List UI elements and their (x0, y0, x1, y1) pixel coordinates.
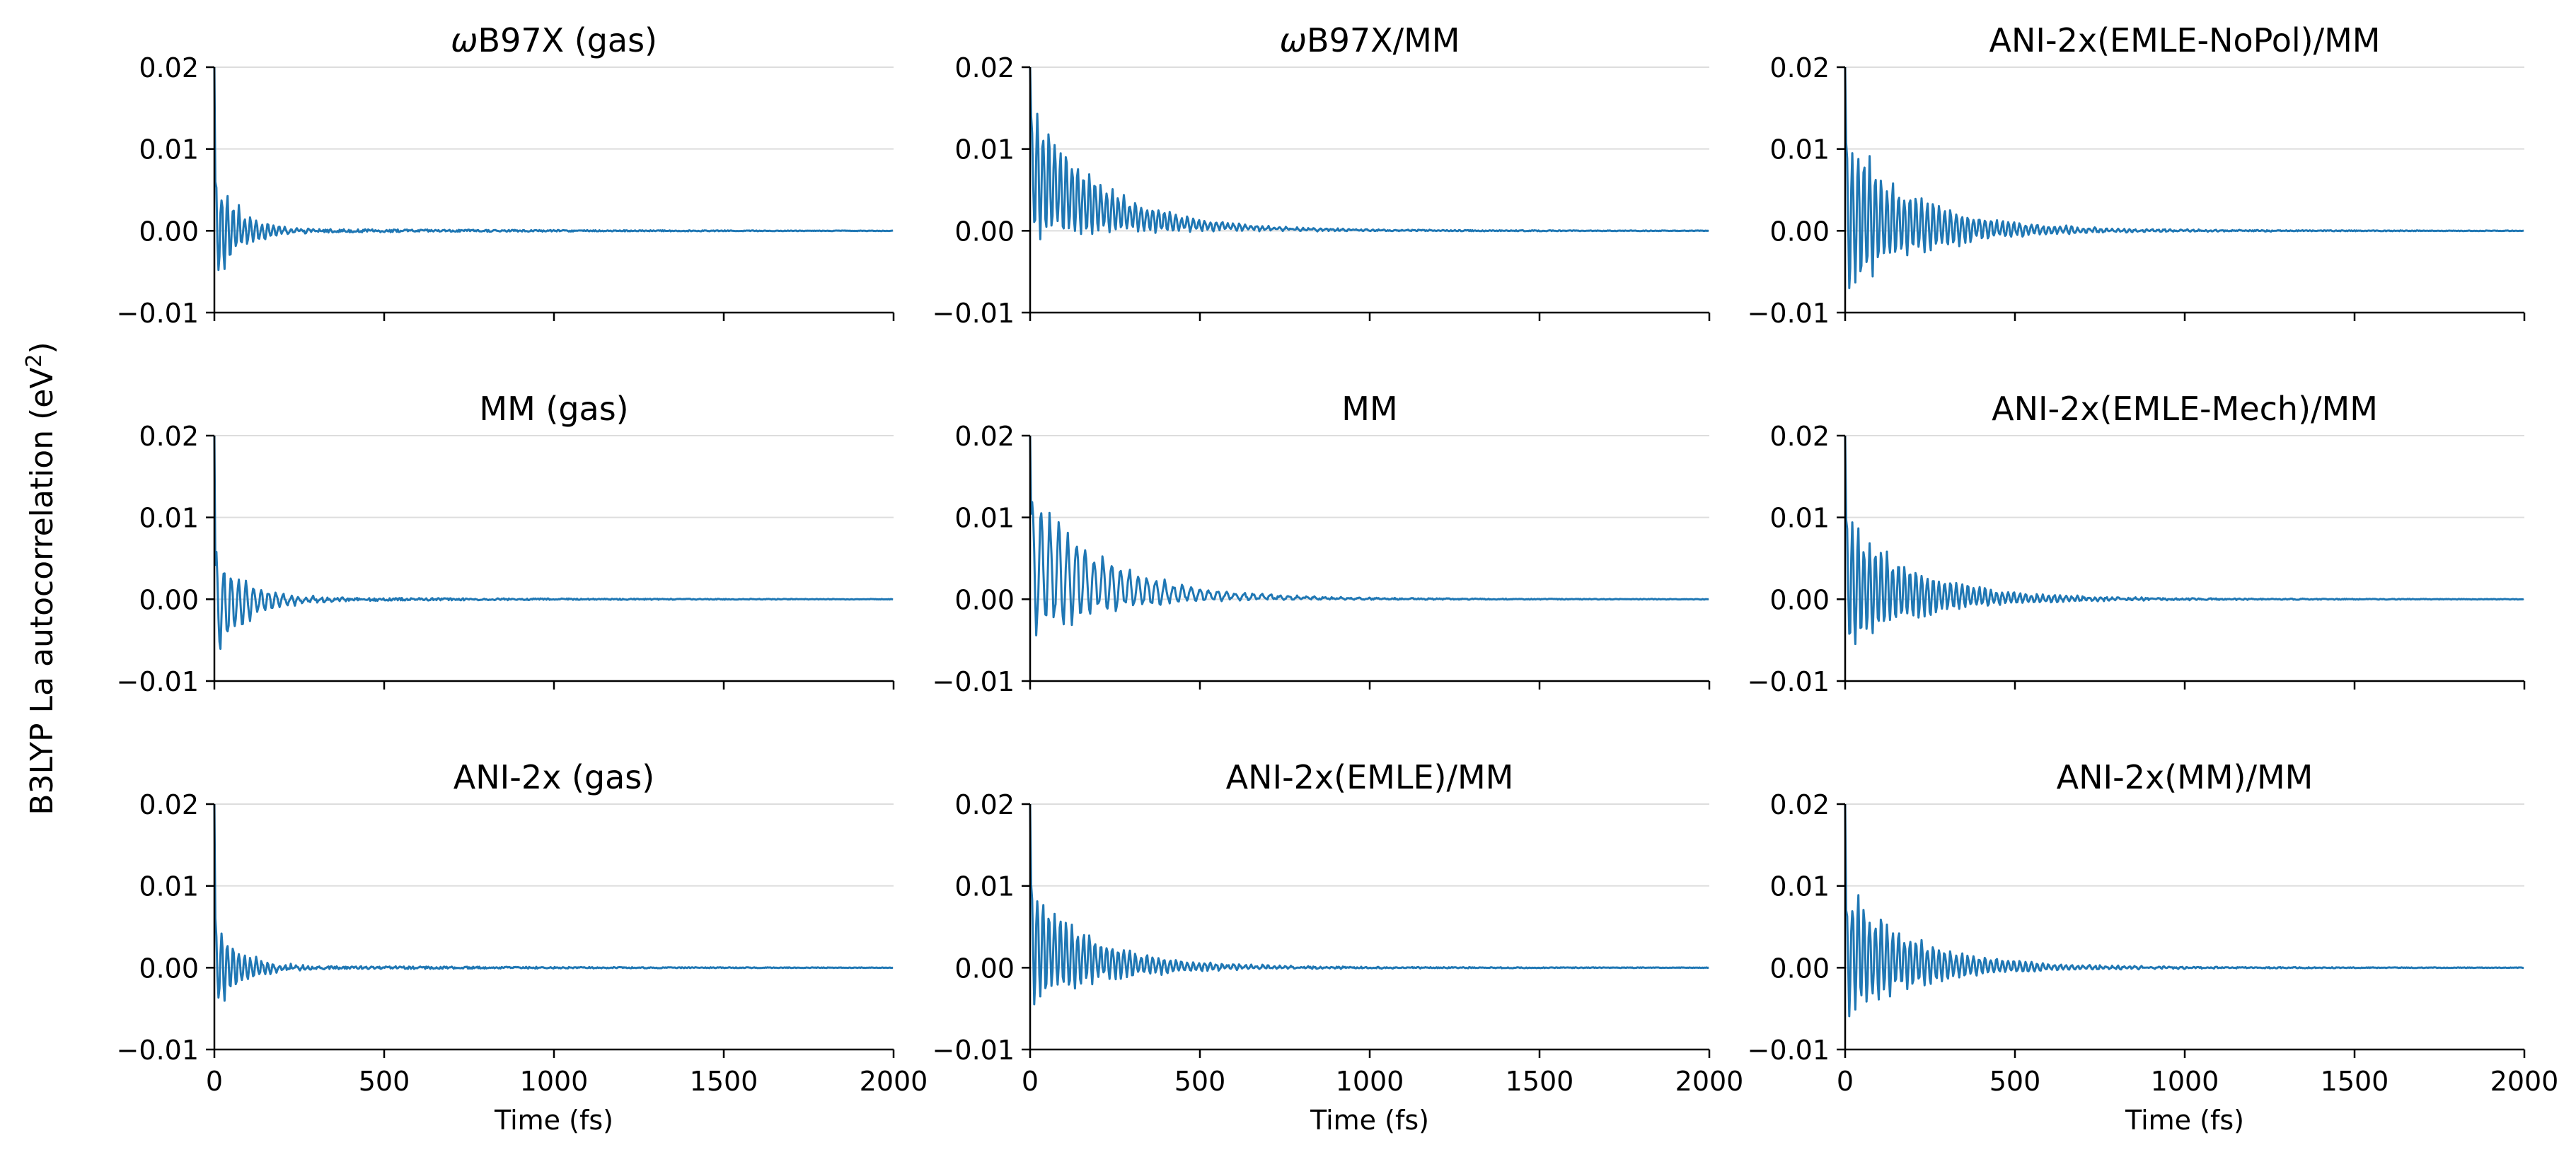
subplot-9: 0.02 0.01 0.00 −0.010 500 1000 1500 2000 Time (f… (1748, 758, 2559, 1136)
x-axis-label: Time (fs) (2125, 1105, 2244, 1136)
y-tick-label: 0.00 (954, 584, 1015, 615)
y-tick-label: −0.01 (117, 1035, 199, 1066)
y-tick-label: 0.02 (139, 421, 199, 452)
subplot-8: 0.02 0.01 0.00 −0.010 500 1000 1500 2000 Time (f… (932, 758, 1744, 1136)
y-tick-label: −0.01 (932, 666, 1015, 697)
y-tick-label: −0.01 (932, 298, 1015, 329)
series-line (1029, 66, 1709, 240)
y-tick-label: 0.02 (1769, 52, 1830, 83)
x-tick-label: 1000 (1336, 1066, 1404, 1097)
x-tick-label: 2000 (860, 1066, 928, 1097)
series-line (1029, 435, 1709, 636)
y-tick-label: 0.01 (139, 871, 199, 902)
y-tick-label: 0.01 (954, 503, 1015, 534)
y-tick-label: −0.01 (1748, 1035, 1830, 1066)
subplot-4: 0.02 0.01 0.00 −0.01 MM (gas) (117, 390, 895, 697)
x-tick-label: 500 (1989, 1066, 2041, 1097)
x-tick-label: 0 (1837, 1066, 1854, 1097)
y-tick-label: 0.00 (954, 216, 1015, 247)
y-tick-label: 0.01 (954, 871, 1015, 902)
y-tick-label: −0.01 (1748, 298, 1830, 329)
x-axis-label: Time (fs) (1310, 1105, 1429, 1136)
y-tick-label: 0.02 (954, 52, 1015, 83)
y-tick-label: −0.01 (1748, 666, 1830, 697)
x-tick-label: 1000 (520, 1066, 589, 1097)
subplot-1: 0.02 0.01 0.00 −0.01 ωB97X (gas) (117, 21, 895, 329)
x-tick-label: 500 (1174, 1066, 1226, 1097)
x-tick-label: 500 (359, 1066, 410, 1097)
subplot-title: ANI-2x (gas) (454, 758, 654, 796)
subplot-title: ANI-2x(EMLE-NoPol)/MM (1989, 21, 2381, 59)
y-tick-label: 0.00 (139, 584, 199, 615)
subplot-title: ωB97X (gas) (451, 21, 657, 59)
series-line (1844, 435, 2524, 646)
subplot-2: 0.02 0.01 0.00 −0.01 ωB97X/MM (932, 21, 1711, 329)
y-tick-label: 0.02 (1769, 421, 1830, 452)
y-tick-label: 0.02 (139, 52, 199, 83)
series-line (1844, 803, 2524, 1018)
y-tick-label: 0.00 (139, 216, 199, 247)
x-tick-label: 1500 (2321, 1066, 2389, 1097)
y-tick-label: 0.00 (139, 953, 199, 984)
y-tick-label: 0.00 (954, 953, 1015, 984)
series-line (1844, 66, 2524, 289)
y-tick-label: 0.02 (1769, 789, 1830, 820)
subplot-title: ANI-2x(EMLE-Mech)/MM (1992, 390, 2378, 428)
y-tick-label: −0.01 (117, 298, 199, 329)
x-tick-label: 2000 (2490, 1066, 2559, 1097)
subplot-title: MM (1341, 390, 1397, 428)
y-tick-label: 0.01 (1769, 134, 1830, 165)
y-tick-label: 0.02 (139, 789, 199, 820)
series-line (213, 66, 894, 272)
y-tick-label: 0.01 (1769, 503, 1830, 534)
y-tick-label: 0.00 (1769, 216, 1830, 247)
x-axis-label: Time (fs) (494, 1105, 613, 1136)
x-tick-label: 1000 (2151, 1066, 2219, 1097)
y-tick-label: 0.02 (954, 421, 1015, 452)
y-tick-label: 0.01 (954, 134, 1015, 165)
y-tick-label: 0.00 (1769, 953, 1830, 984)
y-tick-label: −0.01 (932, 1035, 1015, 1066)
y-tick-label: −0.01 (117, 666, 199, 697)
subplot-title: ANI-2x(MM)/MM (2057, 758, 2314, 796)
subplot-title: ANI-2x(EMLE)/MM (1226, 758, 1514, 796)
x-tick-label: 2000 (1675, 1066, 1744, 1097)
x-tick-label: 1500 (690, 1066, 758, 1097)
series-line (1029, 803, 1709, 1006)
y-tick-label: 0.02 (954, 789, 1015, 820)
x-tick-label: 0 (206, 1066, 223, 1097)
y-tick-label: 0.01 (1769, 871, 1830, 902)
x-tick-label: 0 (1022, 1066, 1039, 1097)
y-tick-label: 0.01 (139, 134, 199, 165)
series-line (213, 803, 894, 1002)
subplot-5: 0.02 0.01 0.00 −0.01 MM (932, 390, 1711, 697)
y-tick-label: 0.01 (139, 503, 199, 534)
subplot-title: ωB97X/MM (1279, 21, 1460, 59)
x-tick-label: 1500 (1506, 1066, 1574, 1097)
subplot-6: 0.02 0.01 0.00 −0.01 ANI-2x(EMLE-Mech)/MM (1748, 390, 2526, 697)
y-tick-label: 0.00 (1769, 584, 1830, 615)
series-line (213, 435, 894, 650)
subplot-3: 0.02 0.01 0.00 −0.01 ANI-2x(EMLE-NoPol)/MM (1748, 21, 2526, 329)
subplot-7: 0.02 0.01 0.00 −0.010 500 1000 1500 2000 Time (f… (117, 758, 928, 1136)
subplot-title: MM (gas) (479, 390, 628, 428)
